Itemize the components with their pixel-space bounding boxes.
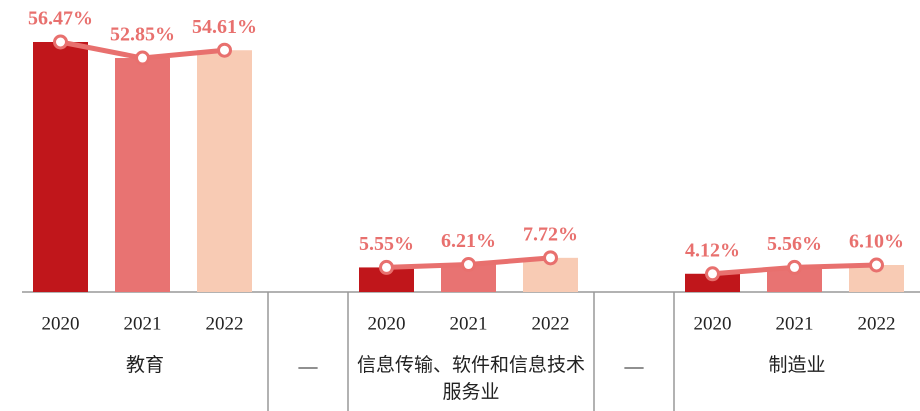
group-label-box: 信息传输、软件和信息技术服务业 — [356, 354, 585, 403]
data-label: 52.85% — [110, 24, 175, 46]
data-label: 56.47% — [28, 8, 93, 30]
data-label: 5.56% — [767, 233, 822, 255]
group-label: 制造业 — [768, 354, 826, 376]
group-label: 教育 — [125, 354, 164, 376]
x-tick-label: 2022 — [532, 313, 570, 334]
bar — [33, 42, 88, 292]
bar — [197, 50, 252, 292]
data-label: 6.10% — [849, 231, 904, 253]
line-point — [379, 259, 394, 275]
x-tick-label: 2020 — [42, 313, 80, 334]
line-point — [705, 266, 720, 282]
line-point — [869, 257, 884, 273]
line-point — [461, 257, 476, 273]
data-label: 6.21% — [441, 230, 496, 252]
data-label: 4.12% — [685, 239, 740, 261]
bar — [685, 273, 740, 292]
x-tick-label: 2022 — [858, 313, 896, 334]
line-point — [787, 259, 802, 275]
x-tick-label: 2021 — [450, 313, 488, 334]
data-label: 5.55% — [359, 233, 414, 255]
x-tick-label: 2020 — [368, 313, 406, 334]
line-point — [135, 50, 150, 66]
x-tick-label: 2021 — [124, 313, 162, 334]
data-label: 7.72% — [523, 223, 578, 245]
data-label: 54.61% — [192, 16, 257, 38]
bar — [115, 58, 170, 292]
x-tick-label: 2020 — [694, 313, 732, 334]
x-tick-label: 2021 — [776, 313, 814, 334]
line-point — [543, 250, 558, 266]
group-label: 信息传输、软件和信息技术服务业 — [356, 354, 585, 403]
line-point — [217, 42, 232, 58]
x-tick-label: 2022 — [206, 313, 244, 334]
separator-label: — — [624, 356, 645, 377]
group-label-box: 制造业 — [768, 354, 826, 376]
group-label-box: 教育 — [125, 354, 164, 376]
separator-label: — — [298, 356, 319, 377]
line-point — [53, 34, 68, 50]
